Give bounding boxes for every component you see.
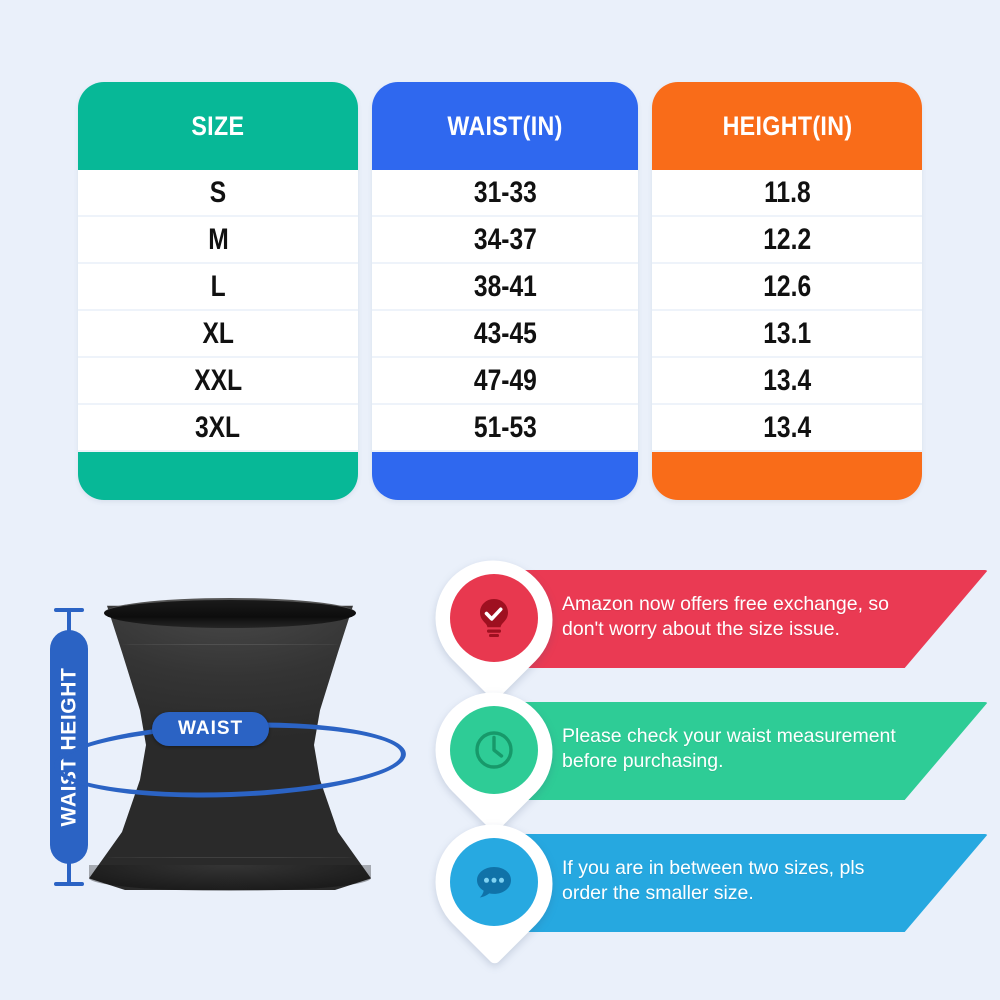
callout-text: Please check your waist measurement befo… xyxy=(562,725,896,772)
product-illustration: WAIST HEIGHT xyxy=(18,560,418,980)
callout-ribbon xyxy=(498,834,988,932)
waist-label-pill: WAIST xyxy=(152,712,270,746)
column-header-waist: WAIST(IN) xyxy=(372,82,638,170)
callout-item: If you are in between two sizes, pls ord… xyxy=(411,800,988,966)
callout-item: Amazon now offers free exchange, so don'… xyxy=(411,536,988,702)
callout-ribbon-shape xyxy=(498,570,988,668)
table-cell-size: XL xyxy=(78,311,358,358)
table-cell-waist: 51-53 xyxy=(372,405,638,452)
table-cell-height: 11.8 xyxy=(652,170,922,217)
measure-stem-bottom-icon xyxy=(67,862,71,884)
waist-height-measure-indicator: WAIST HEIGHT xyxy=(48,608,90,886)
waist-trainer-product-image xyxy=(80,598,380,891)
measure-cap-bottom-icon xyxy=(54,882,84,886)
table-cell-size: 3XL xyxy=(78,405,358,452)
callout-pin xyxy=(411,536,577,702)
table-column-waist: WAIST(IN) 31-33 34-37 38-41 43-45 47-49 … xyxy=(372,82,638,500)
column-header-height: HEIGHT(IN) xyxy=(652,82,922,170)
callouts-list: Amazon now offers free exchange, so don'… xyxy=(411,536,988,966)
trainer-bottom-shading xyxy=(89,865,371,891)
table-cell-height: 13.4 xyxy=(652,405,922,452)
table-cell-height: 12.2 xyxy=(652,217,922,264)
column-footer-size xyxy=(78,452,358,500)
chat-bubble-icon xyxy=(450,838,538,926)
callout-pin xyxy=(411,668,577,834)
callout-ribbon-shape xyxy=(498,702,988,800)
table-cell-height: 12.6 xyxy=(652,264,922,311)
column-header-size: SIZE xyxy=(78,82,358,170)
trainer-top-opening xyxy=(104,598,356,628)
table-cell-size: S xyxy=(78,170,358,217)
trainer-seam-top xyxy=(122,644,338,645)
callout-ribbon xyxy=(498,570,988,668)
column-footer-waist xyxy=(372,452,638,500)
table-cell-height: 13.1 xyxy=(652,311,922,358)
table-column-height: HEIGHT(IN) 11.8 12.2 12.6 13.1 13.4 13.4 xyxy=(652,82,922,500)
table-cell-waist: 43-45 xyxy=(372,311,638,358)
size-chart-table: SIZE S M L XL XXL 3XL WAIST(IN) 31-33 34… xyxy=(78,82,922,500)
table-cell-waist: 38-41 xyxy=(372,264,638,311)
callout-text: Amazon now offers free exchange, so don'… xyxy=(562,593,889,640)
waist-label-text: WAIST xyxy=(178,718,244,739)
table-cell-waist: 47-49 xyxy=(372,358,638,405)
table-cell-waist: 34-37 xyxy=(372,217,638,264)
trainer-seam-bottom xyxy=(107,857,353,858)
lightbulb-check-icon xyxy=(450,574,538,662)
column-footer-height xyxy=(652,452,922,500)
callout-pin xyxy=(411,800,577,966)
table-cell-size: L xyxy=(78,264,358,311)
waist-height-label-pill: WAIST HEIGHT xyxy=(50,630,88,864)
table-cell-waist: 31-33 xyxy=(372,170,638,217)
table-cell-size: M xyxy=(78,217,358,264)
callout-item: Please check your waist measurement befo… xyxy=(411,668,988,834)
callout-ribbon-shape xyxy=(498,834,988,932)
callout-ribbon xyxy=(498,702,988,800)
clock-icon xyxy=(450,706,538,794)
table-cell-height: 13.4 xyxy=(652,358,922,405)
table-cell-size: XXL xyxy=(78,358,358,405)
measure-stem-top-icon xyxy=(67,610,71,632)
table-column-size: SIZE S M L XL XXL 3XL xyxy=(78,82,358,500)
callout-text: If you are in between two sizes, pls ord… xyxy=(562,857,865,904)
